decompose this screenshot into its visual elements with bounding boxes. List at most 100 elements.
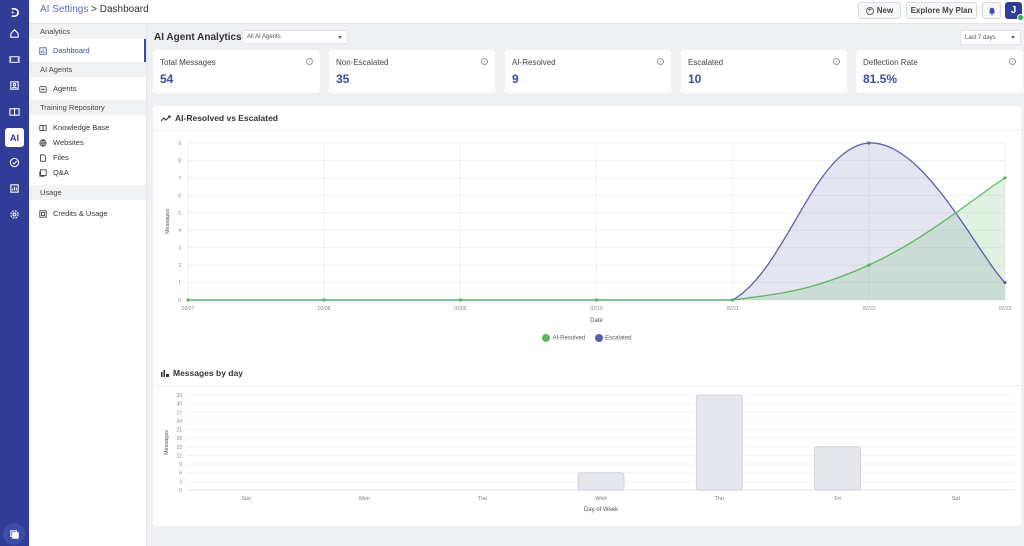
- svg-text:33: 33: [176, 393, 182, 399]
- legend-item-escalated[interactable]: Escalated: [595, 334, 632, 342]
- qa-icon: [39, 168, 47, 177]
- svg-text:02/10: 02/10: [590, 306, 603, 312]
- info-icon[interactable]: i: [306, 58, 313, 65]
- stat-value: 10: [688, 72, 702, 86]
- legend-item-ai-resolved[interactable]: AI-Resolved: [542, 334, 585, 342]
- panel-title-text: Messages by day: [173, 368, 243, 378]
- notifications-button[interactable]: [982, 2, 1001, 19]
- info-icon[interactable]: i: [833, 58, 840, 65]
- ticket-icon[interactable]: [5, 50, 24, 69]
- home-icon[interactable]: [5, 24, 24, 43]
- svg-text:02/12: 02/12: [863, 306, 876, 312]
- sidebar-item-knowledge-base[interactable]: Knowledge Base: [29, 120, 146, 135]
- contacts-icon[interactable]: [5, 76, 24, 95]
- svg-text:7: 7: [178, 176, 181, 182]
- page-title: AI Agent Analytics -: [154, 32, 248, 43]
- stat-label: Deflection Rate: [863, 58, 918, 67]
- tasks-icon[interactable]: [5, 153, 24, 172]
- bell-icon: [988, 7, 995, 15]
- panel-title: Messages by day: [161, 368, 243, 378]
- info-icon[interactable]: i: [657, 58, 664, 65]
- svg-text:02/11: 02/11: [727, 306, 739, 312]
- sidebar-section-ai-agents: AI Agents: [29, 62, 146, 77]
- svg-text:Tue: Tue: [478, 496, 487, 502]
- sidebar-item-label: Q&A: [53, 168, 69, 177]
- breadcrumb-ai-settings-link[interactable]: AI Settings: [40, 4, 89, 15]
- panel-title-text: AI-Resolved vs Escalated: [175, 113, 278, 123]
- knowledge-icon[interactable]: [5, 102, 24, 121]
- sidebar-item-websites[interactable]: Websites: [29, 135, 146, 150]
- svg-text:27: 27: [176, 410, 182, 416]
- legend-label: Escalated: [605, 335, 632, 342]
- sidebar-section-training-repository: Training Repository: [29, 100, 146, 115]
- svg-text:21: 21: [176, 428, 182, 434]
- svg-text:Wed: Wed: [595, 496, 606, 502]
- sidebar-item-label: Dashboard: [53, 46, 90, 55]
- main-content: AI Agent Analytics - All AI Agents Last …: [148, 24, 1024, 546]
- breadcrumb-separator: >: [88, 4, 100, 15]
- avatar-initial: J: [1010, 5, 1017, 16]
- ai-icon[interactable]: AI: [5, 128, 24, 147]
- globe-icon: [39, 138, 47, 147]
- messages-by-day-panel: Messages by day 0 3 6 9 12 15 18 21 24 27 30 33 Sun M…: [153, 361, 1021, 526]
- stat-label: Escalated: [688, 58, 724, 67]
- legend-swatch-icon: [542, 334, 551, 342]
- logo-icon[interactable]: [5, 3, 24, 22]
- sidebar-item-files[interactable]: Files: [29, 150, 146, 165]
- chart-legend: AI-Resolved Escalated: [153, 334, 1021, 342]
- svg-text:Fri: Fri: [834, 496, 840, 502]
- reports-icon[interactable]: [5, 179, 24, 198]
- date-range-value: Last 7 days: [965, 34, 996, 41]
- explore-plan-button[interactable]: Explore My Plan: [906, 2, 977, 19]
- dashboard-icon: [39, 46, 47, 55]
- sidebar-item-label: Knowledge Base: [53, 123, 110, 132]
- credits-icon: [39, 209, 47, 218]
- info-icon[interactable]: i: [1009, 58, 1016, 65]
- agent-filter-value: All AI Agents: [247, 34, 281, 40]
- svg-text:8: 8: [178, 158, 181, 164]
- ai-resolved-vs-escalated-panel: AI-Resolved vs Escalated 0 1 2 3 4 5 6 7 8 9 02/07…: [153, 106, 1021, 376]
- sidebar-section-analytics: Analytics: [29, 24, 146, 39]
- stat-value: 35: [336, 72, 350, 86]
- svg-text:0: 0: [178, 298, 181, 304]
- sidebar-item-credits-usage[interactable]: Credits & Usage: [29, 200, 146, 227]
- info-icon[interactable]: i: [481, 58, 488, 65]
- new-button[interactable]: + New: [858, 2, 901, 19]
- sidebar-item-dashboard[interactable]: Dashboard: [29, 39, 146, 62]
- settings-icon[interactable]: [5, 205, 24, 224]
- sidebar-section-usage: Usage: [29, 185, 146, 200]
- svg-text:02/13: 02/13: [999, 306, 1012, 312]
- bar-chart-icon: [161, 370, 169, 377]
- file-icon: [40, 153, 46, 162]
- stat-card-total-messages: Total Messages 54 i: [153, 50, 320, 93]
- divider: [153, 385, 1021, 386]
- svg-text:5: 5: [178, 211, 181, 217]
- svg-text:30: 30: [176, 402, 182, 408]
- chat-icon[interactable]: [3, 523, 25, 545]
- svg-text:Day of Week: Day of Week: [584, 507, 619, 513]
- agent-icon: [39, 85, 47, 93]
- breadcrumb: AI Settings > Dashboard: [40, 4, 149, 15]
- icon-rail: AI: [0, 0, 29, 546]
- svg-text:12: 12: [176, 453, 182, 459]
- svg-text:02/09: 02/09: [454, 306, 467, 312]
- stat-card-ai-resolved: AI-Resolved 9 i: [505, 50, 671, 93]
- user-avatar[interactable]: J: [1005, 2, 1024, 21]
- svg-text:02/08: 02/08: [318, 306, 331, 312]
- svg-text:Messages: Messages: [165, 209, 171, 234]
- svg-text:3: 3: [178, 246, 181, 252]
- stat-value: 9: [512, 72, 519, 86]
- sidebar-item-agents[interactable]: Agents: [29, 77, 146, 100]
- sidebar-item-label: Credits & Usage: [53, 209, 108, 218]
- svg-text:9: 9: [178, 141, 181, 147]
- svg-text:15: 15: [176, 445, 182, 451]
- stat-card-escalated: Escalated 10 i: [681, 50, 847, 93]
- chevron-down-icon: [338, 36, 342, 39]
- sidebar-item-qa[interactable]: Q&A: [29, 165, 146, 180]
- svg-text:18: 18: [176, 436, 182, 442]
- svg-text:6: 6: [179, 471, 182, 477]
- svg-text:0: 0: [179, 488, 182, 494]
- date-range-select[interactable]: Last 7 days: [960, 30, 1021, 45]
- agent-filter-select[interactable]: All AI Agents: [242, 30, 348, 44]
- stat-card-deflection-rate: Deflection Rate 81.5% i: [856, 50, 1023, 93]
